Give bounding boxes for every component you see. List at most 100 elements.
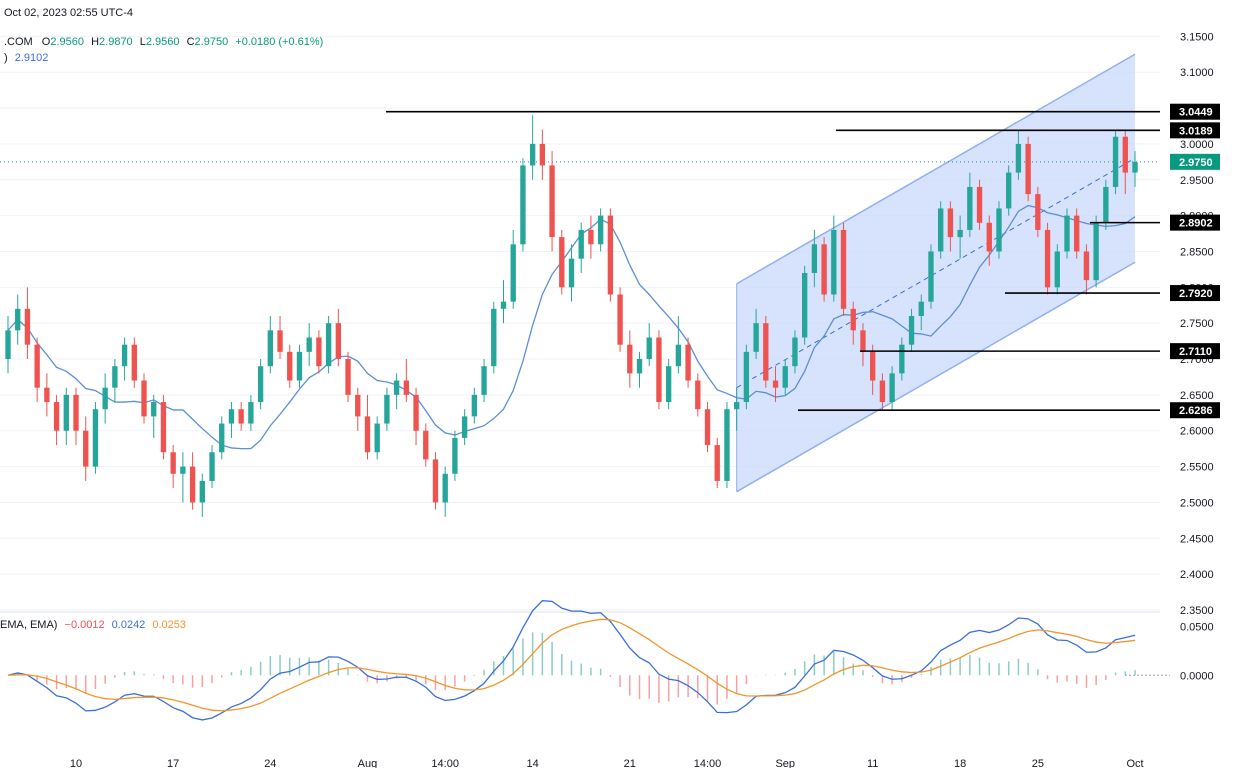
candle-body: [510, 244, 516, 302]
candle-body: [491, 308, 497, 367]
candle-body: [180, 466, 186, 474]
candle-body: [967, 186, 973, 230]
candle-body: [1054, 251, 1060, 288]
macd-tick-label: 0.0000: [1180, 670, 1214, 682]
candle-body: [112, 366, 118, 388]
change-value: +0.0180 (+0.61%): [235, 36, 324, 48]
current-price-label: 2.9750: [1179, 157, 1213, 169]
candle-body: [656, 337, 662, 403]
candle-body: [908, 316, 915, 345]
candle-body: [141, 380, 147, 417]
candle-body: [83, 430, 89, 467]
candle-body: [325, 323, 332, 367]
candle-body: [73, 394, 79, 431]
candle-body: [782, 366, 788, 388]
level-price-label: 2.7920: [1179, 288, 1213, 300]
candle-body: [471, 394, 478, 417]
candle-body: [44, 387, 50, 403]
candle-body: [597, 215, 604, 245]
time-tick-label: 25: [1032, 758, 1044, 768]
time-tick-label: Aug: [358, 758, 378, 768]
candle-body: [500, 301, 507, 309]
candle-body: [102, 387, 108, 410]
candle-body: [257, 366, 264, 403]
candle-body: [918, 301, 924, 316]
time-tick-label: 10: [70, 758, 82, 768]
candle-body: [413, 394, 419, 431]
candle-body: [296, 351, 303, 381]
candle-body: [675, 344, 682, 367]
candle-body: [1006, 172, 1012, 209]
candle-body: [189, 466, 196, 503]
candle-body: [53, 402, 60, 431]
candle-body: [160, 402, 167, 453]
price-tick-label: 2.6000: [1180, 426, 1214, 438]
time-tick-label: 14: [527, 758, 539, 768]
time-tick-label: 11: [867, 758, 878, 768]
candle-body: [121, 344, 128, 367]
candle-body: [588, 229, 594, 245]
candle-body: [646, 337, 652, 360]
candle-body: [92, 409, 99, 467]
candle-body: [316, 337, 322, 367]
level-price-label: 3.0189: [1179, 125, 1213, 137]
candle-body: [1074, 215, 1080, 252]
price-tick-label: 3.1500: [1180, 31, 1214, 43]
low-label: L: [139, 36, 146, 48]
candle-body: [1132, 161, 1138, 173]
candle-body: [695, 380, 701, 410]
candle-body: [481, 366, 487, 395]
level-price-label: 2.7110: [1179, 346, 1212, 358]
channel-mid-line: [736, 157, 1136, 389]
price-tick-label: 2.5500: [1180, 462, 1214, 474]
candle-body: [559, 237, 565, 288]
price-tick-label: 2.9500: [1180, 175, 1214, 187]
candle-body: [831, 229, 837, 295]
time-tick-label: 18: [954, 758, 966, 768]
channel-upper-line: [736, 53, 1136, 285]
candle-body: [685, 344, 691, 381]
candle-body: [714, 445, 720, 481]
candle-body: [860, 330, 866, 352]
high-label: H: [91, 36, 100, 48]
candle-body: [539, 143, 546, 166]
candle-body: [743, 351, 750, 403]
candle-body: [1064, 215, 1070, 252]
macd-signal-line: [7, 618, 1136, 712]
candle-body: [529, 143, 536, 166]
macd-line: [7, 600, 1136, 721]
candle-body: [442, 473, 448, 503]
candle-body: [1093, 222, 1099, 281]
candle-body: [617, 294, 623, 345]
price-tick-label: 2.4500: [1180, 533, 1214, 545]
candle-body: [423, 430, 429, 460]
candle-body: [811, 244, 818, 273]
time-tick-label: 14:00: [431, 758, 459, 768]
close-value: 2.9750: [194, 36, 229, 48]
candle-body: [287, 351, 293, 381]
open-label: O: [41, 36, 51, 48]
candle-body: [228, 409, 235, 424]
open-value: 2.9560: [50, 36, 85, 48]
low-value: 2.9560: [145, 36, 180, 48]
candle-body: [306, 337, 312, 352]
candle-body: [461, 416, 468, 438]
candle-body: [568, 258, 575, 288]
macd-tick-label: 0.0500: [1180, 622, 1214, 634]
candle-body: [374, 423, 380, 453]
candle-body: [665, 366, 672, 403]
channel-lower-line: [736, 261, 1136, 493]
time-tick-label: Oct: [1126, 758, 1143, 768]
candle-body: [578, 229, 584, 259]
level-price-tag: [1170, 402, 1220, 419]
price-tick-label: 2.8500: [1180, 246, 1214, 258]
candle-body: [636, 359, 643, 374]
price-tick-label: 3.0000: [1180, 139, 1214, 151]
candle-body: [986, 222, 992, 252]
level-price-tag: [1170, 285, 1220, 302]
candle-body: [899, 344, 905, 374]
candle-body: [627, 344, 633, 374]
candle-body: [870, 351, 876, 381]
time-tick-label: 14:00: [694, 758, 722, 768]
